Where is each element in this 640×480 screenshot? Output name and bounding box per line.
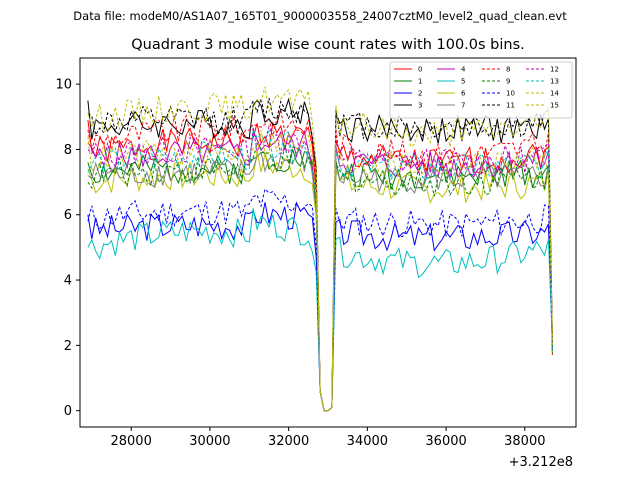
series-lines	[87, 86, 553, 412]
series-line-11	[87, 97, 553, 412]
series-line-10	[87, 188, 553, 412]
legend-label-10: 10	[506, 90, 515, 98]
x-tick-label: 32000	[268, 434, 309, 449]
legend-label-7: 7	[461, 102, 465, 110]
legend-label-5: 5	[461, 78, 465, 86]
series-line-3	[87, 97, 553, 412]
chart-suptitle: Data file: modeM0/AS1A07_165T01_90000035…	[73, 9, 567, 23]
legend-label-4: 4	[461, 66, 466, 74]
y-tick-label: 4	[64, 274, 72, 289]
legend-label-14: 14	[550, 90, 559, 98]
legend-label-8: 8	[506, 66, 510, 74]
series-line-15	[87, 130, 553, 412]
legend-label-12: 12	[550, 66, 559, 74]
legend-label-9: 9	[506, 78, 510, 86]
x-tick-label: 28000	[110, 434, 151, 449]
legend-label-1: 1	[418, 78, 422, 86]
x-tick-label: 36000	[425, 434, 466, 449]
legend-frame	[389, 61, 573, 119]
y-tick-label: 6	[64, 208, 72, 223]
x-tick-label: 34000	[347, 434, 388, 449]
y-tick-label: 0	[64, 404, 72, 419]
legend-label-15: 15	[550, 102, 559, 110]
legend-label-6: 6	[461, 90, 466, 98]
x-offset-label: +3.212e8	[509, 455, 573, 470]
y-axis: 0 2 4 6 8 10	[55, 78, 80, 419]
plot-frame	[79, 57, 577, 428]
series-line-12	[87, 124, 553, 412]
legend-label-0: 0	[418, 66, 422, 74]
legend-label-13: 13	[550, 78, 559, 86]
x-axis: 28000 30000 32000 34000 36000 38000	[110, 427, 546, 449]
x-tick-label: 30000	[189, 434, 230, 449]
series-line-14	[87, 86, 553, 412]
y-tick-label: 2	[64, 339, 72, 354]
x-tick-label: 38000	[504, 434, 545, 449]
chart-title: Quadrant 3 module wise count rates with …	[131, 37, 525, 53]
y-tick-label: 10	[55, 78, 72, 93]
y-tick-label: 8	[64, 143, 72, 158]
legend-label-11: 11	[506, 102, 515, 110]
legend-label-2: 2	[418, 90, 422, 98]
legend-label-3: 3	[418, 102, 422, 110]
